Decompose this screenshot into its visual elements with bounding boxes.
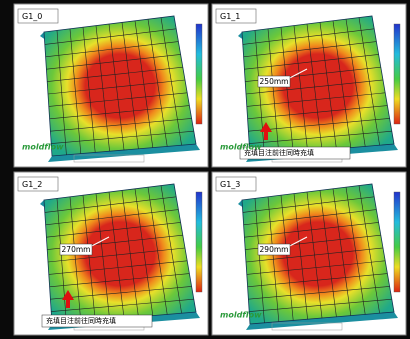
mesh-line bbox=[245, 247, 384, 263]
plate bbox=[241, 183, 395, 325]
note-box bbox=[239, 146, 351, 160]
mesh-line bbox=[358, 17, 380, 146]
note: 充填目注前往同時充填 bbox=[46, 316, 116, 325]
panel-title: G1_1 bbox=[220, 12, 240, 21]
footer-bar bbox=[73, 154, 145, 163]
mesh-line bbox=[245, 79, 384, 95]
arrow bbox=[260, 122, 272, 140]
mesh-line bbox=[332, 20, 352, 148]
mesh-line bbox=[319, 190, 337, 317]
plate bbox=[43, 15, 197, 157]
mesh-line bbox=[147, 187, 168, 315]
logo: moldflow bbox=[220, 143, 262, 152]
mesh-line bbox=[48, 260, 188, 275]
mesh-line bbox=[319, 22, 337, 149]
logo: moldflow bbox=[22, 143, 64, 152]
mesh-line bbox=[358, 185, 380, 314]
color-bar bbox=[393, 23, 401, 125]
mesh-line bbox=[134, 20, 154, 148]
panel: G1_0 moldflow bbox=[13, 3, 209, 168]
plate bbox=[43, 183, 197, 325]
color-bar bbox=[393, 191, 401, 293]
mesh-line bbox=[332, 188, 352, 316]
mesh-line bbox=[248, 118, 390, 132]
mesh-line bbox=[345, 19, 366, 147]
note: 充填目注前往同時充填 bbox=[244, 148, 314, 157]
mesh-line bbox=[247, 105, 388, 120]
mesh-line bbox=[47, 247, 186, 263]
color-bar bbox=[195, 23, 203, 125]
mesh-line bbox=[121, 22, 139, 149]
color-bar bbox=[195, 191, 203, 293]
mesh-line bbox=[249, 130, 392, 144]
mesh-line bbox=[147, 19, 168, 147]
mesh-line bbox=[51, 130, 194, 144]
mesh-line bbox=[249, 298, 392, 312]
annotation: 270mm bbox=[62, 245, 91, 254]
panel-title: G1_2 bbox=[22, 180, 42, 189]
annotation-box bbox=[59, 243, 93, 256]
mesh-line bbox=[49, 273, 190, 288]
mesh-line bbox=[345, 187, 366, 315]
mesh-line bbox=[50, 118, 192, 132]
footer-bar bbox=[271, 322, 343, 331]
annotation: 250mm bbox=[260, 77, 289, 86]
panel: G1_2 270mm 充填目注前往同時充填 bbox=[13, 171, 209, 336]
title-box bbox=[17, 176, 59, 192]
annotation: 290mm bbox=[260, 245, 289, 254]
mesh-line bbox=[50, 286, 192, 300]
title-box bbox=[215, 176, 257, 192]
plate bbox=[241, 15, 395, 157]
note-box bbox=[41, 314, 153, 328]
mesh-line bbox=[247, 273, 388, 288]
mesh-line bbox=[51, 298, 194, 312]
panel-title: G1_0 bbox=[22, 12, 42, 21]
panel: G1_3 290mm moldflow bbox=[211, 171, 407, 336]
mesh-line bbox=[248, 286, 390, 300]
annotation-box bbox=[257, 243, 291, 256]
panel-title: G1_3 bbox=[220, 180, 240, 189]
mesh-line bbox=[48, 92, 188, 107]
annotation-box bbox=[257, 75, 291, 88]
mesh-line bbox=[134, 188, 154, 316]
mesh-line bbox=[160, 17, 182, 146]
mesh-line bbox=[246, 260, 386, 275]
title-box bbox=[215, 8, 257, 24]
logo: moldflow bbox=[220, 311, 262, 320]
mesh-line bbox=[160, 185, 182, 314]
title-box bbox=[17, 8, 59, 24]
mesh-line bbox=[121, 190, 139, 317]
mesh-line bbox=[246, 92, 386, 107]
mesh-line bbox=[47, 79, 186, 95]
arrow bbox=[62, 290, 74, 308]
mesh-line bbox=[49, 105, 190, 120]
